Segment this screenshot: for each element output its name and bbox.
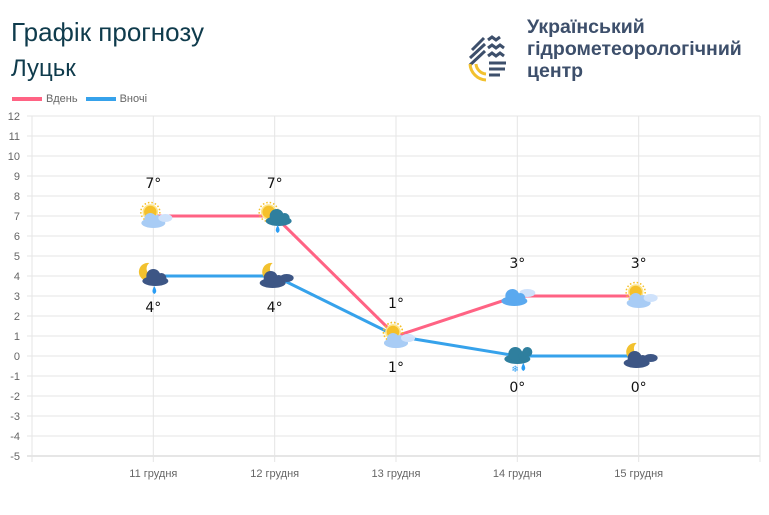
sun-cloud-icon xyxy=(626,283,658,309)
legend-item-day[interactable]: Вдень xyxy=(12,93,78,105)
org-line: гідрометеорологічний xyxy=(527,38,742,60)
y-tick-label: -5 xyxy=(10,451,20,463)
y-tick-label: -4 xyxy=(10,431,20,443)
sun-cloud-icon xyxy=(384,323,416,349)
x-tick-label: 13 грудня xyxy=(372,468,421,480)
y-tick-label: 5 xyxy=(14,251,20,263)
x-tick-label: 14 грудня xyxy=(493,468,542,480)
y-tick-label: 9 xyxy=(14,171,20,183)
x-tick-label: 15 грудня xyxy=(614,468,663,480)
data-label: 4° xyxy=(145,300,161,316)
data-label: 3° xyxy=(509,256,525,272)
y-tick-label: 10 xyxy=(8,151,20,163)
y-tick-label: 1 xyxy=(14,331,20,343)
data-label: 1° xyxy=(388,360,404,376)
y-tick-label: 7 xyxy=(14,211,20,223)
sun-cloud-icon xyxy=(141,203,173,229)
ugmc-logo-icon xyxy=(468,35,506,82)
x-tick-label: 12 грудня xyxy=(250,468,299,480)
data-label: 0° xyxy=(509,380,525,396)
data-label: 7° xyxy=(267,176,283,192)
y-tick-label: -2 xyxy=(10,391,20,403)
series-marks: 7° 7° 1° 3° 3° 4° 4° 1° 0° 0° xyxy=(139,176,658,396)
data-label: 1° xyxy=(388,296,404,312)
y-tick-label: 0 xyxy=(14,351,20,363)
moon-cloud-icon xyxy=(624,343,658,368)
legend-swatch xyxy=(12,97,42,101)
x-tick-label: 11 грудня xyxy=(129,468,177,480)
data-label: 3° xyxy=(631,256,647,272)
data-label: 4° xyxy=(267,300,283,316)
data-label: 0° xyxy=(631,380,647,396)
y-tick-label: 2 xyxy=(14,311,20,323)
org-line: Український xyxy=(527,16,645,38)
legend-label: Вночі xyxy=(119,93,148,105)
legend-label: Вдень xyxy=(46,93,78,105)
legend-swatch xyxy=(85,97,116,101)
grid xyxy=(27,115,761,462)
y-tick-label: 4 xyxy=(14,271,20,283)
y-tick-label: 3 xyxy=(14,291,20,303)
legend: Вдень Вночі xyxy=(12,93,155,105)
org-line: центр xyxy=(527,60,584,82)
y-tick-label: 11 xyxy=(9,131,20,143)
org-name: Український гідрометеорологічний центр xyxy=(527,16,742,82)
cloud-rain-snow-icon xyxy=(504,347,532,374)
y-tick-label: 12 xyxy=(8,111,20,123)
y-tick-label: -3 xyxy=(10,411,20,423)
y-tick-label: 8 xyxy=(14,191,20,203)
y-tick-label: -1 xyxy=(10,371,20,383)
legend-item-night[interactable]: Вночі xyxy=(85,93,148,105)
city-name: Луцьк xyxy=(11,55,76,82)
data-label: 7° xyxy=(145,176,161,192)
page-title: Графік прогнозу xyxy=(11,17,204,47)
y-tick-label: 6 xyxy=(14,231,20,243)
